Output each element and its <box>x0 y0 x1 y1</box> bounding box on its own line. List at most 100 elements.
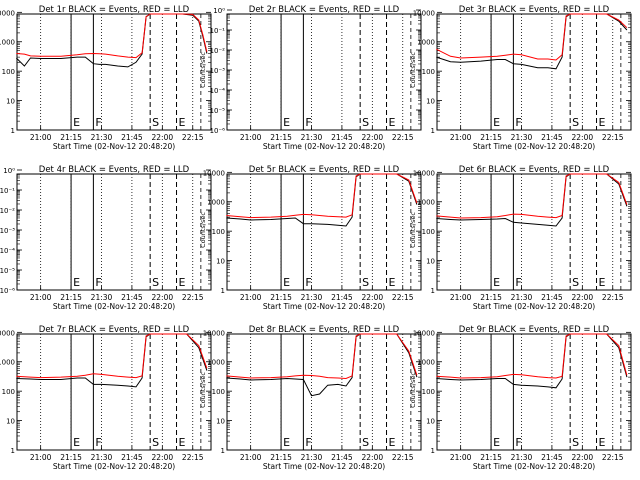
x-axis-label: Start Time (02-Nov-12 20:48:20) <box>263 302 385 311</box>
event-marker-label: E <box>493 116 500 129</box>
x-tick-label: 21:15 <box>480 293 502 302</box>
x-tick-label: 21:45 <box>541 133 563 142</box>
event-marker-label: S <box>152 436 159 449</box>
x-tick-label: 21:45 <box>541 293 563 302</box>
plot-frame <box>436 173 632 291</box>
event-marker-label: E <box>493 436 500 449</box>
panel-title: Det 2r BLACK = Events, RED = LLD <box>249 5 400 15</box>
plot-frame <box>16 333 212 451</box>
event-marker-label: F <box>515 116 521 129</box>
x-axis-label: Start Time (02-Nov-12 20:48:20) <box>473 302 595 311</box>
y-tick-label: 100 <box>422 228 435 236</box>
x-tick-label: 21:45 <box>331 453 353 462</box>
y-tick-label: 10⁻¹ <box>210 27 226 35</box>
y-tick-label: 100 <box>212 388 225 396</box>
x-tick-label: 22:00 <box>572 133 594 142</box>
event-marker-label: E <box>599 436 606 449</box>
event-marker-label: F <box>95 116 101 129</box>
det-panel-4: Det 4r BLACK = Events, RED = LLD 21:00 21:… <box>0 165 212 311</box>
event-marker-label: E <box>73 116 80 129</box>
det-panel-3: Det 3r BLACK = Events, RED = LLD 21:00 21:… <box>409 5 632 151</box>
panel-title: Det 3r BLACK = Events, RED = LLD <box>459 5 610 15</box>
panel-title: Det 5r BLACK = Events, RED = LLD <box>249 165 400 175</box>
y-axis-label: Counts/sec <box>409 212 417 248</box>
y-tick-label: 10⁻³ <box>210 67 226 75</box>
series-events-line <box>16 333 208 388</box>
x-tick-label: 22:15 <box>392 453 414 462</box>
x-tick-label: 22:00 <box>572 453 594 462</box>
y-tick-label: 10000 <box>0 329 15 337</box>
y-tick-label: 1 <box>431 447 435 455</box>
series-lld-line <box>226 173 418 219</box>
x-tick-label: 21:00 <box>450 133 472 142</box>
event-marker-label: E <box>599 276 606 289</box>
x-tick-label: 21:45 <box>121 453 143 462</box>
y-tick-label: 10⁻¹ <box>0 187 15 195</box>
y-tick-label: 10 <box>216 418 225 426</box>
series-lld-line <box>16 13 208 59</box>
y-tick-label: 10⁻² <box>0 207 15 215</box>
y-tick-label: 10000 <box>413 329 435 337</box>
y-tick-label: 1000 <box>417 39 435 47</box>
y-tick-label: 1 <box>11 447 15 455</box>
x-tick-label: 22:00 <box>362 293 384 302</box>
event-marker-label: E <box>73 276 80 289</box>
x-tick-label: 21:00 <box>30 293 52 302</box>
x-axis-label: Start Time (02-Nov-12 20:48:20) <box>263 462 385 471</box>
x-tick-label: 22:00 <box>152 133 174 142</box>
y-tick-label: 1000 <box>0 359 15 367</box>
series-events-line <box>436 13 628 70</box>
x-axis-label: Start Time (02-Nov-12 20:48:20) <box>53 302 175 311</box>
x-tick-label: 21:45 <box>331 293 353 302</box>
y-axis-label: Counts/sec <box>199 212 207 248</box>
event-marker-label: S <box>152 116 159 129</box>
y-tick-label: 10000 <box>0 9 15 17</box>
y-tick-label: 10⁻⁶ <box>210 127 226 135</box>
event-marker-label: F <box>305 276 311 289</box>
y-tick-label: 100 <box>2 68 15 76</box>
y-tick-label: 10⁻⁶ <box>0 287 15 295</box>
x-tick-label: 21:30 <box>301 293 323 302</box>
x-tick-label: 22:00 <box>362 133 384 142</box>
y-tick-label: 10 <box>6 98 15 106</box>
y-tick-label: 10⁻² <box>210 47 226 55</box>
x-tick-label: 21:30 <box>91 453 113 462</box>
event-marker-label: S <box>362 116 369 129</box>
event-marker-label: E <box>179 116 186 129</box>
y-tick-label: 10 <box>426 98 435 106</box>
event-marker-label: F <box>95 436 101 449</box>
x-tick-label: 21:30 <box>511 293 533 302</box>
y-tick-label: 1000 <box>417 359 435 367</box>
y-tick-label: 10 <box>6 418 15 426</box>
series-events-line <box>226 173 418 227</box>
x-axis-label: Start Time (02-Nov-12 20:48:20) <box>473 142 595 151</box>
event-marker-label: E <box>179 276 186 289</box>
event-marker-label: S <box>572 436 579 449</box>
x-tick-label: 21:30 <box>91 293 113 302</box>
det-panel-8: Det 8r BLACK = Events, RED = LLD 21:00 21:… <box>199 325 422 471</box>
x-tick-label: 21:30 <box>301 453 323 462</box>
event-marker-label: F <box>305 116 311 129</box>
y-tick-label: 10⁻³ <box>0 227 15 235</box>
x-tick-label: 21:45 <box>121 293 143 302</box>
x-tick-label: 21:00 <box>450 293 472 302</box>
y-tick-label: 10⁻⁴ <box>210 87 226 95</box>
series-lld-line <box>436 173 628 219</box>
event-marker-label: F <box>515 276 521 289</box>
x-tick-label: 22:15 <box>602 133 624 142</box>
plot-frame <box>226 173 422 291</box>
y-tick-label: 1000 <box>207 199 225 207</box>
series-events-line <box>15 13 208 68</box>
y-tick-label: 100 <box>422 68 435 76</box>
event-marker-label: E <box>389 276 396 289</box>
y-tick-label: 100 <box>422 388 435 396</box>
x-tick-label: 21:00 <box>240 133 262 142</box>
y-axis-label: Counts/sec <box>199 52 207 88</box>
y-tick-label: 1 <box>221 447 225 455</box>
y-tick-label: 1 <box>431 127 435 135</box>
plot-frame <box>226 13 422 131</box>
x-tick-label: 22:15 <box>602 293 624 302</box>
x-axis-label: Start Time (02-Nov-12 20:48:20) <box>473 462 595 471</box>
y-tick-label: 10⁰ <box>3 167 15 175</box>
x-axis-label: Start Time (02-Nov-12 20:48:20) <box>263 142 385 151</box>
